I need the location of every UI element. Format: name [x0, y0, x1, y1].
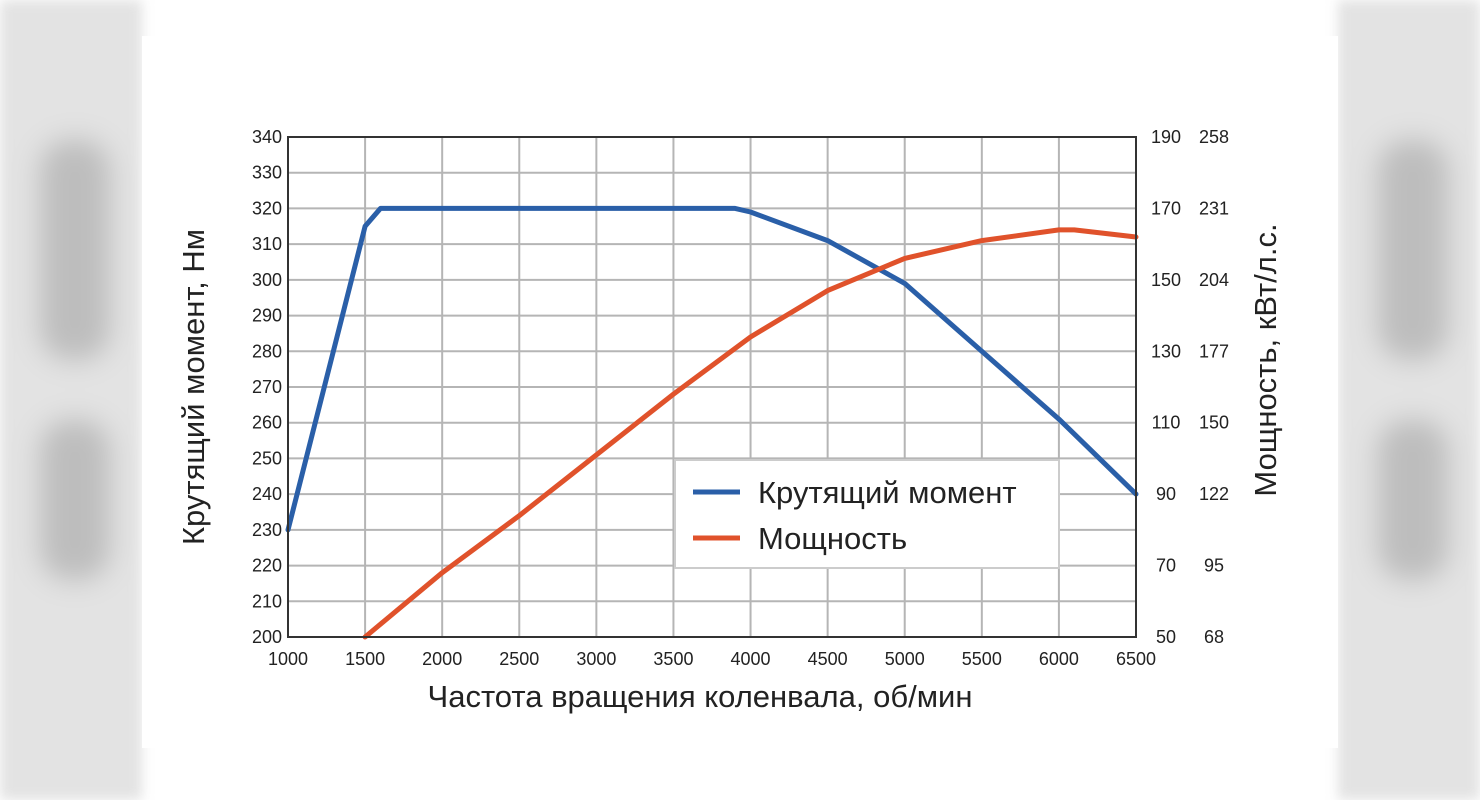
x-tick-label: 3500: [653, 649, 693, 669]
chart-panel: 1000 1500 2000 2500 3000 3500 4000 4500 5000 5500…: [142, 36, 1338, 748]
right-tick-label-kw: 130: [1151, 341, 1181, 361]
x-tick-label: 2000: [422, 649, 462, 669]
blurred-background-right: [1338, 0, 1480, 800]
left-tick-label: 290: [252, 306, 282, 326]
x-tick-label: 6500: [1116, 649, 1156, 669]
x-tick-label: 1000: [268, 649, 308, 669]
x-axis-title: Частота вращения коленвала, об/мин: [428, 679, 973, 714]
right-tick-label-hp: 231: [1199, 198, 1229, 218]
plot-frame: [287, 136, 1137, 638]
right-axis-title: Мощность, кВт/л.с.: [1248, 223, 1283, 496]
series-lines: [285, 205, 1139, 640]
x-tick-label: 3000: [576, 649, 616, 669]
right-tick-label-hp: 177: [1199, 341, 1229, 361]
right-axis-ticks: 50 68 70 95 90 122 110 150 130 177 150 204 170 231 190…: [1151, 127, 1229, 647]
right-tick-label-hp: 150: [1199, 413, 1229, 433]
left-tick-label: 210: [252, 591, 282, 611]
x-tick-label: 6000: [1039, 649, 1079, 669]
legend: Крутящий момент Мощность: [674, 459, 1060, 569]
legend-label-power: Мощность: [758, 521, 907, 556]
right-tick-label-kw: 110: [1152, 413, 1181, 433]
power-line: [362, 227, 1139, 640]
right-tick-label-hp: 95: [1204, 556, 1224, 576]
left-tick-label: 270: [252, 377, 282, 397]
right-tick-label-kw: 70: [1156, 556, 1176, 576]
right-tick-label-kw: 170: [1151, 198, 1181, 218]
left-axis-ticks: 200 210 220 230 240 250 260 270 280 290 300 310 320 3…: [252, 127, 282, 647]
right-tick-label-hp: 68: [1204, 627, 1224, 647]
right-tick-label-hp: 204: [1199, 270, 1229, 290]
legend-box: [674, 459, 1060, 569]
blurred-background-left: [0, 0, 142, 800]
left-tick-label: 330: [252, 163, 282, 183]
right-tick-label-kw: 150: [1151, 270, 1181, 290]
left-tick-label: 300: [252, 270, 282, 290]
right-tick-label-hp: 122: [1199, 484, 1229, 504]
torque-line: [285, 205, 1139, 533]
left-tick-label: 220: [252, 556, 282, 576]
legend-label-torque: Крутящий момент: [758, 475, 1017, 510]
left-tick-label: 250: [252, 448, 282, 468]
left-tick-label: 310: [252, 234, 282, 254]
engine-performance-chart: 1000 1500 2000 2500 3000 3500 4000 4500 5000 5500…: [176, 127, 1283, 714]
x-axis-ticks: 1000 1500 2000 2500 3000 3500 4000 4500 5000 5500…: [268, 649, 1156, 669]
left-tick-label: 280: [252, 341, 282, 361]
left-tick-label: 230: [252, 520, 282, 540]
left-tick-label: 260: [252, 413, 282, 433]
x-tick-label: 4000: [731, 649, 771, 669]
right-tick-label-kw: 90: [1156, 484, 1176, 504]
x-tick-label: 4500: [808, 649, 848, 669]
left-tick-label: 240: [252, 484, 282, 504]
left-tick-label: 200: [252, 627, 282, 647]
x-tick-label: 2500: [499, 649, 539, 669]
left-tick-label: 340: [252, 127, 282, 147]
left-tick-label: 320: [252, 198, 282, 218]
x-tick-label: 5500: [962, 649, 1002, 669]
x-tick-label: 1500: [345, 649, 385, 669]
right-tick-label-hp: 258: [1199, 127, 1229, 147]
right-tick-label-kw: 50: [1156, 627, 1176, 647]
left-axis-title: Крутящий момент, Нм: [176, 229, 211, 545]
x-tick-label: 5000: [885, 649, 925, 669]
right-tick-label-kw: 190: [1151, 127, 1181, 147]
